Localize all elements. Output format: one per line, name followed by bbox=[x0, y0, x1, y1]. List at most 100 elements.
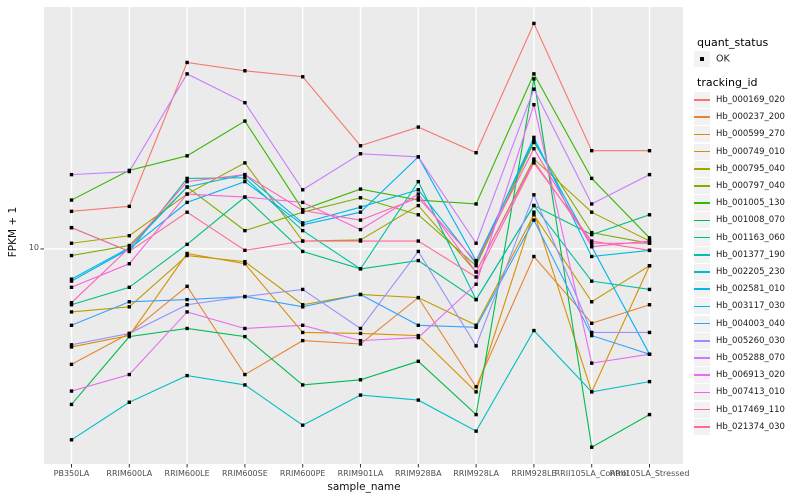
data-point bbox=[301, 338, 305, 343]
legend-line-swatch bbox=[694, 374, 710, 376]
data-point bbox=[301, 249, 305, 254]
data-point bbox=[127, 234, 131, 238]
data-point bbox=[69, 209, 74, 214]
legend-line-swatch bbox=[694, 168, 710, 170]
data-point bbox=[185, 60, 189, 65]
data-point bbox=[185, 179, 189, 184]
data-point bbox=[532, 213, 536, 217]
legend-key-Hb_001377_190 bbox=[694, 246, 710, 263]
data-point bbox=[185, 200, 189, 205]
legend-line-swatch bbox=[694, 391, 710, 394]
data-point bbox=[185, 72, 189, 76]
legend-key-Hb_000797_040 bbox=[694, 178, 710, 194]
data-point bbox=[416, 239, 420, 243]
data-point bbox=[69, 343, 74, 347]
data-point bbox=[590, 176, 594, 181]
data-point bbox=[69, 285, 74, 289]
legend-line-swatch bbox=[694, 133, 710, 136]
legend-title-tracking-id: tracking_id bbox=[697, 76, 758, 89]
data-point bbox=[474, 412, 478, 417]
data-point bbox=[301, 305, 305, 309]
data-point bbox=[69, 241, 74, 245]
data-point bbox=[301, 330, 305, 335]
data-point bbox=[590, 210, 594, 214]
data-point bbox=[532, 103, 536, 107]
data-point bbox=[301, 287, 305, 292]
data-point bbox=[69, 389, 74, 393]
data-point bbox=[647, 239, 652, 243]
data-point bbox=[532, 146, 536, 151]
legend-label-Hb_005288_070: Hb_005288_070 bbox=[716, 353, 785, 363]
data-point bbox=[532, 161, 536, 165]
legend-key-Hb_001163_060 bbox=[694, 229, 710, 246]
legend-label-Hb_000599_270: Hb_000599_270 bbox=[716, 129, 785, 140]
data-point bbox=[301, 228, 305, 233]
data-point bbox=[185, 176, 189, 181]
legend-label-Hb_001005_130: Hb_001005_130 bbox=[716, 198, 785, 209]
legend-key-Hb_005288_070 bbox=[694, 350, 710, 366]
data-point bbox=[358, 218, 363, 222]
data-point bbox=[416, 179, 420, 184]
data-point bbox=[69, 300, 74, 305]
data-point bbox=[647, 287, 652, 292]
data-point bbox=[532, 21, 536, 26]
legend-key-Hb_003117_030 bbox=[694, 298, 710, 315]
data-point bbox=[358, 326, 363, 331]
data-point bbox=[474, 429, 478, 433]
y-axis-title: FPKM + 1 bbox=[7, 206, 19, 258]
data-point bbox=[301, 208, 305, 213]
data-point bbox=[127, 262, 131, 266]
data-point bbox=[358, 152, 363, 156]
data-point bbox=[185, 242, 189, 247]
data-point bbox=[474, 241, 478, 245]
data-point bbox=[474, 270, 478, 274]
data-point bbox=[185, 154, 189, 158]
legend-line-swatch bbox=[694, 322, 710, 325]
data-point bbox=[416, 295, 420, 300]
data-point bbox=[301, 239, 305, 243]
data-point bbox=[474, 323, 478, 327]
data-point bbox=[127, 169, 131, 174]
data-point bbox=[185, 303, 189, 307]
data-point bbox=[127, 285, 131, 289]
legend-label-Hb_017469_110: Hb_017469_110 bbox=[716, 404, 785, 415]
data-point bbox=[69, 225, 74, 230]
data-point bbox=[243, 228, 247, 233]
data-point bbox=[358, 227, 363, 232]
data-point bbox=[358, 239, 363, 243]
data-point bbox=[416, 398, 420, 402]
legend-line-swatch bbox=[694, 305, 710, 308]
data-point bbox=[416, 188, 420, 192]
data-point bbox=[185, 253, 189, 258]
data-point bbox=[301, 303, 305, 307]
data-point bbox=[474, 264, 478, 268]
legend-label-Hb_004003_040: Hb_004003_040 bbox=[716, 318, 785, 329]
data-point bbox=[590, 241, 594, 245]
data-point bbox=[243, 294, 247, 299]
data-point bbox=[416, 196, 420, 200]
data-point bbox=[301, 188, 305, 192]
legend-key-Hb_001008_070 bbox=[694, 212, 710, 229]
data-point bbox=[243, 383, 247, 387]
data-point bbox=[416, 198, 420, 202]
quant-status-ok-label: OK bbox=[716, 53, 730, 65]
data-point bbox=[474, 275, 478, 279]
data-point bbox=[243, 372, 247, 377]
legend-line-swatch bbox=[694, 271, 710, 273]
data-point bbox=[590, 254, 594, 259]
data-point bbox=[416, 258, 420, 263]
data-point bbox=[243, 326, 247, 331]
data-point bbox=[532, 193, 536, 197]
legend-label-Hb_006913_020: Hb_006913_020 bbox=[716, 370, 785, 381]
legend-key-Hb_000749_010 bbox=[694, 143, 710, 160]
data-point bbox=[358, 378, 363, 382]
data-point bbox=[532, 254, 536, 259]
data-point bbox=[647, 236, 652, 240]
legend-line-swatch bbox=[694, 116, 710, 118]
data-point bbox=[358, 210, 363, 214]
data-point bbox=[647, 172, 652, 177]
data-point bbox=[474, 390, 478, 394]
data-point bbox=[416, 213, 420, 217]
data-point bbox=[69, 438, 74, 442]
data-point bbox=[127, 249, 131, 254]
